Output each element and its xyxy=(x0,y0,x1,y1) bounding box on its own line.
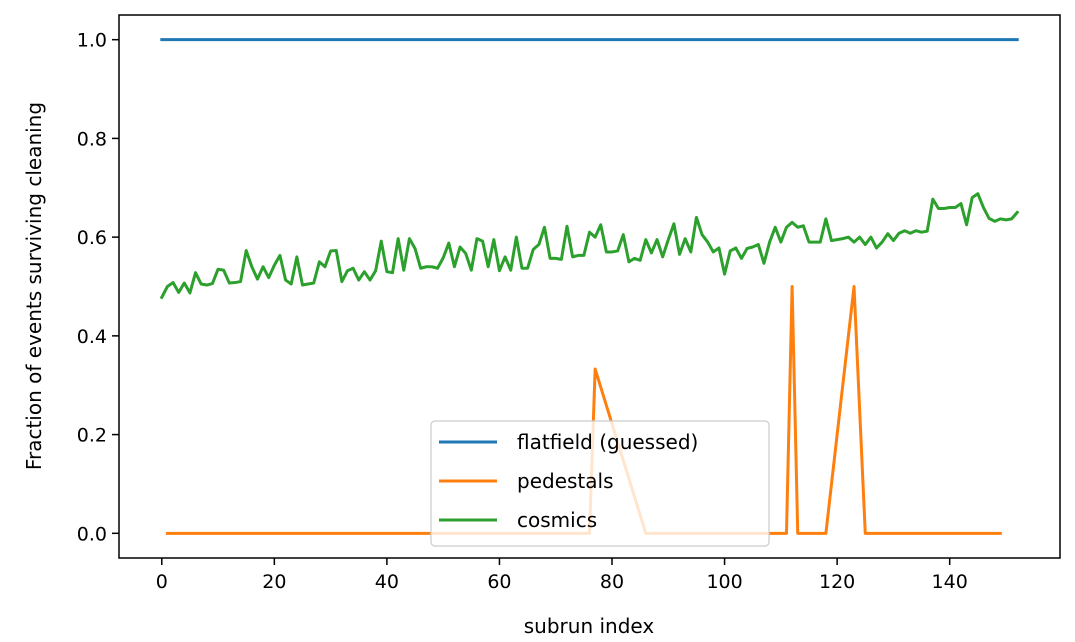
x-tick-label: 140 xyxy=(932,571,968,593)
x-tick-label: 20 xyxy=(262,571,286,593)
x-axis-label: subrun index xyxy=(524,614,655,638)
x-axis-ticks: 0 20 40 60 80 100 120 140 xyxy=(156,558,968,593)
x-tick-label: 60 xyxy=(487,571,511,593)
legend: flatfield (guessed) pedestals cosmics xyxy=(430,420,770,547)
series-line-cosmics xyxy=(159,192,1020,300)
y-axis-ticks: 0.0 0.2 0.4 0.6 0.8 1.0 xyxy=(77,30,119,545)
x-tick-label: 100 xyxy=(706,571,742,593)
y-tick-label: 0.4 xyxy=(77,326,107,348)
y-tick-label: 1.0 xyxy=(77,30,107,52)
legend-label: cosmics xyxy=(517,508,597,532)
y-tick-label: 0.0 xyxy=(77,523,107,545)
x-tick-label: 40 xyxy=(375,571,399,593)
y-tick-label: 0.6 xyxy=(77,227,107,249)
y-axis-label: Fraction of events surviving cleaning xyxy=(22,102,46,470)
x-tick-label: 0 xyxy=(156,571,168,593)
y-tick-label: 0.8 xyxy=(77,128,107,150)
legend-label: flatfield (guessed) xyxy=(517,430,698,454)
plot-frame xyxy=(118,14,1061,559)
x-tick-label: 80 xyxy=(600,571,624,593)
y-tick-label: 0.2 xyxy=(77,425,107,447)
legend-label: pedestals xyxy=(517,469,614,493)
legend-box xyxy=(430,420,770,547)
x-tick-label: 120 xyxy=(819,571,855,593)
